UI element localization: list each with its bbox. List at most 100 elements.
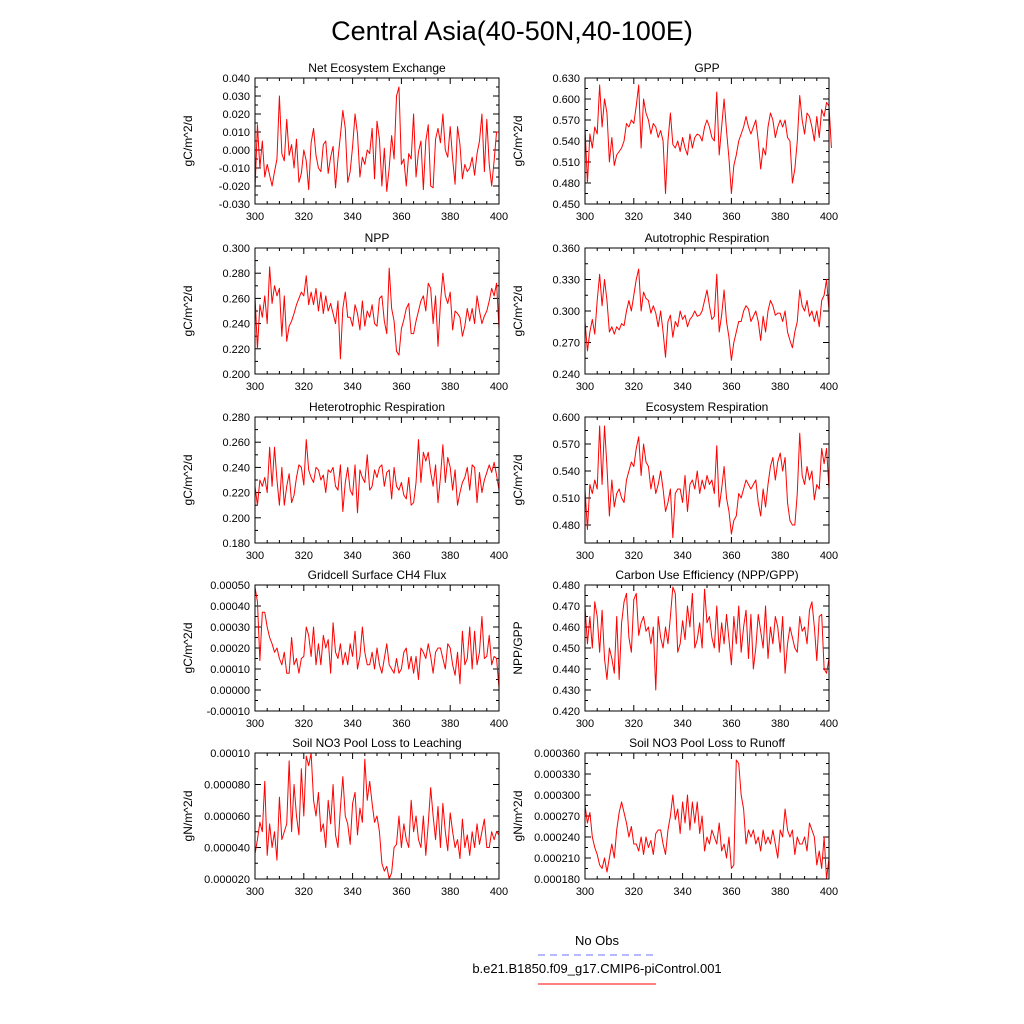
series-line-0: [254, 439, 500, 514]
panel-8: Soil NO3 Pool Loss to Leaching gN/m^2/d 30…: [181, 736, 508, 898]
y-axis-label: gC/m^2/d: [181, 623, 195, 674]
y-tick-label: 0.480: [552, 520, 580, 532]
y-tick-label: 0.510: [552, 493, 580, 505]
x-tick-label: 340: [673, 381, 691, 393]
x-tick-label: 380: [771, 211, 789, 223]
y-tick-label: 0.200: [222, 369, 250, 381]
y-tick-label: 0.570: [552, 115, 580, 127]
x-tick-label: 340: [343, 211, 361, 223]
y-tick-label: 0.00010: [210, 748, 250, 760]
y-tick-label: 0.440: [552, 664, 580, 676]
y-tick-label: 0.480: [552, 580, 580, 592]
x-tick-label: 380: [441, 211, 459, 223]
panel-title: Soil NO3 Pool Loss to Runoff: [629, 736, 786, 750]
panel-3: Autotrophic Respiration gC/m^2/d 300 320 340…: [511, 231, 838, 393]
y-axis-label: gC/m^2/d: [511, 286, 525, 337]
plot-frame: [254, 77, 500, 205]
y-tick-label: 0.030: [222, 91, 250, 103]
x-tick-label: 300: [246, 381, 264, 393]
y-axis-label: gC/m^2/d: [181, 455, 195, 506]
plot-frame: [254, 584, 500, 712]
x-tick-label: 380: [441, 886, 459, 898]
x-tick-label: 400: [820, 381, 838, 393]
y-tick-label: 0.240: [222, 319, 250, 331]
series-line-0: [584, 84, 832, 194]
panel-6: Gridcell Surface CH4 Flux gC/m^2/d 300 320 3…: [181, 568, 508, 730]
x-tick-label: 400: [490, 550, 508, 562]
y-tick-label: 0.010: [222, 127, 250, 139]
x-tick-label: 360: [392, 381, 410, 393]
series-line-0: [584, 586, 830, 691]
x-tick-label: 380: [441, 550, 459, 562]
y-tick-label: 0.240: [552, 369, 580, 381]
plot-frame: [584, 584, 830, 712]
x-tick-label: 360: [722, 381, 740, 393]
y-axis-label: gC/m^2/d: [511, 116, 525, 167]
y-tick-label: 0.470: [552, 601, 580, 613]
x-tick-label: 380: [441, 381, 459, 393]
x-tick-label: 300: [576, 381, 594, 393]
y-tick-label: 0.000080: [204, 780, 250, 792]
x-tick-label: 400: [820, 550, 838, 562]
legend-label-obs: No Obs: [575, 933, 620, 948]
y-axis-label: gN/m^2/d: [511, 791, 525, 842]
y-tick-label: 0.00050: [210, 580, 250, 592]
x-tick-label: 320: [295, 718, 313, 730]
panel-title: GPP: [694, 61, 719, 75]
panel-title: Soil NO3 Pool Loss to Leaching: [292, 736, 461, 750]
y-axis-label: gC/m^2/d: [511, 455, 525, 506]
y-tick-label: 0.280: [222, 412, 250, 424]
x-tick-label: 340: [343, 381, 361, 393]
x-tick-label: 300: [246, 211, 264, 223]
panels-grid: Net Ecosystem Exchange gC/m^2/d 300 320 340 3…: [181, 61, 838, 898]
y-tick-label: 0.480: [552, 178, 580, 190]
x-tick-label: 340: [673, 886, 691, 898]
panel-0: Net Ecosystem Exchange gC/m^2/d 300 320 340 3…: [181, 61, 508, 223]
x-tick-label: 340: [673, 718, 691, 730]
y-axis-label: gN/m^2/d: [181, 791, 195, 842]
plot-frame: [584, 77, 830, 205]
y-tick-label: 0.000240: [534, 832, 580, 844]
x-tick-label: 380: [771, 550, 789, 562]
series-line-0: [254, 587, 500, 688]
x-tick-label: 360: [722, 886, 740, 898]
x-tick-label: 380: [771, 886, 789, 898]
y-tick-label: 0.000330: [534, 769, 580, 781]
y-tick-label: 0.000: [222, 145, 250, 157]
panel-5: Ecosystem Respiration gC/m^2/d 300 320 340 36…: [511, 400, 838, 562]
panel-title: Carbon Use Efficiency (NPP/GPP): [615, 568, 798, 582]
x-tick-label: 360: [722, 550, 740, 562]
y-tick-label: 0.00040: [210, 601, 250, 613]
x-tick-label: 320: [625, 718, 643, 730]
y-tick-label: 0.200: [222, 513, 250, 525]
y-tick-label: -0.010: [219, 163, 250, 175]
y-tick-label: 0.300: [552, 306, 580, 318]
y-tick-label: 0.510: [552, 157, 580, 169]
y-tick-label: 0.000360: [534, 748, 580, 760]
x-tick-label: 300: [576, 718, 594, 730]
panel-title: Autotrophic Respiration: [645, 231, 770, 245]
y-tick-label: 0.040: [222, 73, 250, 85]
x-tick-label: 340: [673, 211, 691, 223]
legend-label-model: b.e21.B1850.f09_g17.CMIP6-piControl.001: [472, 961, 721, 976]
x-tick-label: 320: [625, 211, 643, 223]
panel-1: GPP gC/m^2/d 300 320 340 360 380 400 0.450 0.480 0…: [511, 61, 838, 223]
panel-9: Soil NO3 Pool Loss to Runoff gN/m^2/d 300 3…: [511, 736, 838, 898]
x-tick-label: 360: [722, 718, 740, 730]
y-axis-label: gC/m^2/d: [181, 286, 195, 337]
x-tick-label: 320: [295, 211, 313, 223]
y-tick-label: 0.000020: [204, 874, 250, 886]
y-tick-label: 0.260: [222, 293, 250, 305]
plot-frame: [254, 247, 500, 375]
y-tick-label: 0.000270: [534, 811, 580, 823]
plot-frame: [584, 752, 830, 880]
x-tick-label: 380: [771, 381, 789, 393]
y-tick-label: 0.600: [552, 94, 580, 106]
x-tick-label: 320: [625, 381, 643, 393]
plot-frame: [254, 416, 500, 544]
y-tick-label: -0.00010: [207, 706, 250, 718]
x-tick-label: 400: [820, 718, 838, 730]
panel-4: Heterotrophic Respiration gC/m^2/d 300 320 3…: [181, 400, 508, 562]
y-tick-label: 0.330: [552, 275, 580, 287]
